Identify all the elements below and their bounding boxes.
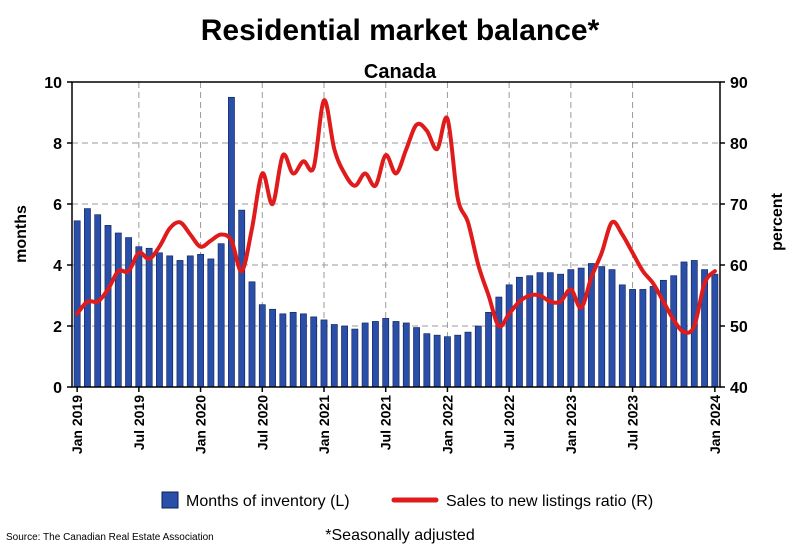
- x-tick-label: Jan 2019: [69, 395, 85, 454]
- bar: [505, 284, 513, 388]
- bar: [341, 325, 348, 388]
- chart-subtitle: Canada: [364, 61, 437, 83]
- x-tick-label: Jul 2021: [378, 395, 394, 450]
- bar: [114, 232, 122, 388]
- bar: [125, 237, 132, 388]
- bar: [629, 289, 636, 388]
- y-tick-label-right: 60: [730, 258, 748, 275]
- bar: [156, 252, 163, 388]
- chart-title: Residential market balance*: [201, 14, 600, 47]
- bar: [392, 321, 400, 388]
- y-tick-label-right: 90: [730, 75, 748, 92]
- bar: [464, 331, 472, 388]
- bar: [485, 311, 492, 388]
- bar: [546, 272, 554, 388]
- bar: [639, 289, 647, 388]
- y-tick-label-left: 8: [53, 136, 62, 153]
- x-tick-label: Jan 2020: [193, 395, 209, 454]
- series-line: [75, 98, 717, 335]
- y-tick-label-right: 50: [730, 319, 748, 336]
- y-axis-left-label: months: [13, 205, 30, 263]
- x-axis: Jan 2019 Jul 2019 Jan 2020 Jul 2020 Jan 2021…: [69, 387, 723, 454]
- legend: Months of inventory (L) Sales to new lis…: [161, 491, 653, 510]
- y-tick-label-left: 6: [53, 197, 62, 214]
- bar: [166, 255, 174, 388]
- bar-series: [73, 96, 719, 388]
- y-tick-label-left: 0: [53, 380, 62, 397]
- bar: [423, 333, 431, 388]
- footnote-seasonally-adjusted: *Seasonally adjusted: [325, 527, 474, 544]
- bar: [526, 275, 534, 388]
- bar: [536, 272, 544, 388]
- bar: [320, 319, 328, 388]
- bar: [269, 308, 276, 388]
- x-tick-label: Jul 2019: [131, 395, 147, 450]
- x-tick-label: Jul 2023: [625, 395, 641, 450]
- bar: [649, 286, 657, 388]
- x-tick-label: Jan 2022: [439, 395, 455, 454]
- bar: [516, 276, 523, 388]
- bar: [433, 334, 441, 388]
- bar: [680, 261, 688, 388]
- bar: [361, 322, 369, 388]
- bar: [135, 246, 143, 388]
- bar: [382, 318, 390, 388]
- x-tick-label: Jul 2020: [254, 395, 270, 450]
- y-axis-left: 0 2 4 6 8 10: [44, 75, 72, 397]
- x-tick-label: Jan 2021: [316, 395, 332, 454]
- bar: [577, 267, 585, 388]
- bar: [186, 255, 194, 388]
- bar: [557, 273, 564, 388]
- bar: [567, 269, 575, 388]
- y-axis-right: 40 50 60 70 80 90: [720, 75, 748, 397]
- bar: [279, 313, 287, 388]
- bar: [104, 225, 112, 388]
- bar: [495, 296, 503, 388]
- bar: [84, 208, 91, 388]
- y-axis-right-label: percent: [769, 192, 786, 250]
- y-tick-label-right: 80: [730, 136, 748, 153]
- y-tick-label-left: 2: [53, 319, 62, 336]
- bar: [474, 325, 482, 388]
- bar: [454, 334, 462, 388]
- bar: [372, 321, 379, 388]
- bar: [444, 336, 451, 388]
- x-tick-label: Jul 2022: [501, 395, 517, 450]
- bar: [402, 322, 410, 388]
- bar: [618, 284, 626, 388]
- legend-bar-swatch: [161, 491, 179, 509]
- bar: [217, 243, 225, 388]
- x-tick-label: Jan 2024: [707, 395, 723, 454]
- bar: [145, 247, 153, 388]
- legend-line-label: Sales to new listings ratio (R): [446, 493, 653, 510]
- bar: [598, 266, 606, 388]
- plot-frame: [71, 81, 721, 388]
- bar: [413, 327, 420, 388]
- bar: [670, 275, 678, 388]
- source-text: Source: The Canadian Real Estate Associa…: [6, 532, 214, 543]
- legend-bar-label: Months of inventory (L): [186, 493, 350, 510]
- y-tick-label-right: 40: [730, 380, 748, 397]
- y-tick-label-left: 4: [53, 258, 62, 275]
- y-tick-label-left: 10: [44, 75, 62, 92]
- bar: [207, 258, 215, 388]
- bar: [351, 328, 359, 388]
- bar: [238, 209, 246, 388]
- line-series: [75, 98, 717, 335]
- bar: [300, 313, 307, 388]
- bar: [711, 273, 719, 388]
- x-tick-label: Jan 2023: [563, 395, 579, 454]
- bar: [258, 304, 266, 388]
- bar: [176, 260, 184, 388]
- bar: [248, 281, 256, 388]
- bar: [289, 311, 297, 388]
- bar: [73, 220, 81, 388]
- bar: [310, 316, 318, 388]
- y-tick-label-right: 70: [730, 197, 748, 214]
- bar: [197, 254, 204, 388]
- bar: [608, 269, 616, 388]
- bar: [330, 324, 338, 388]
